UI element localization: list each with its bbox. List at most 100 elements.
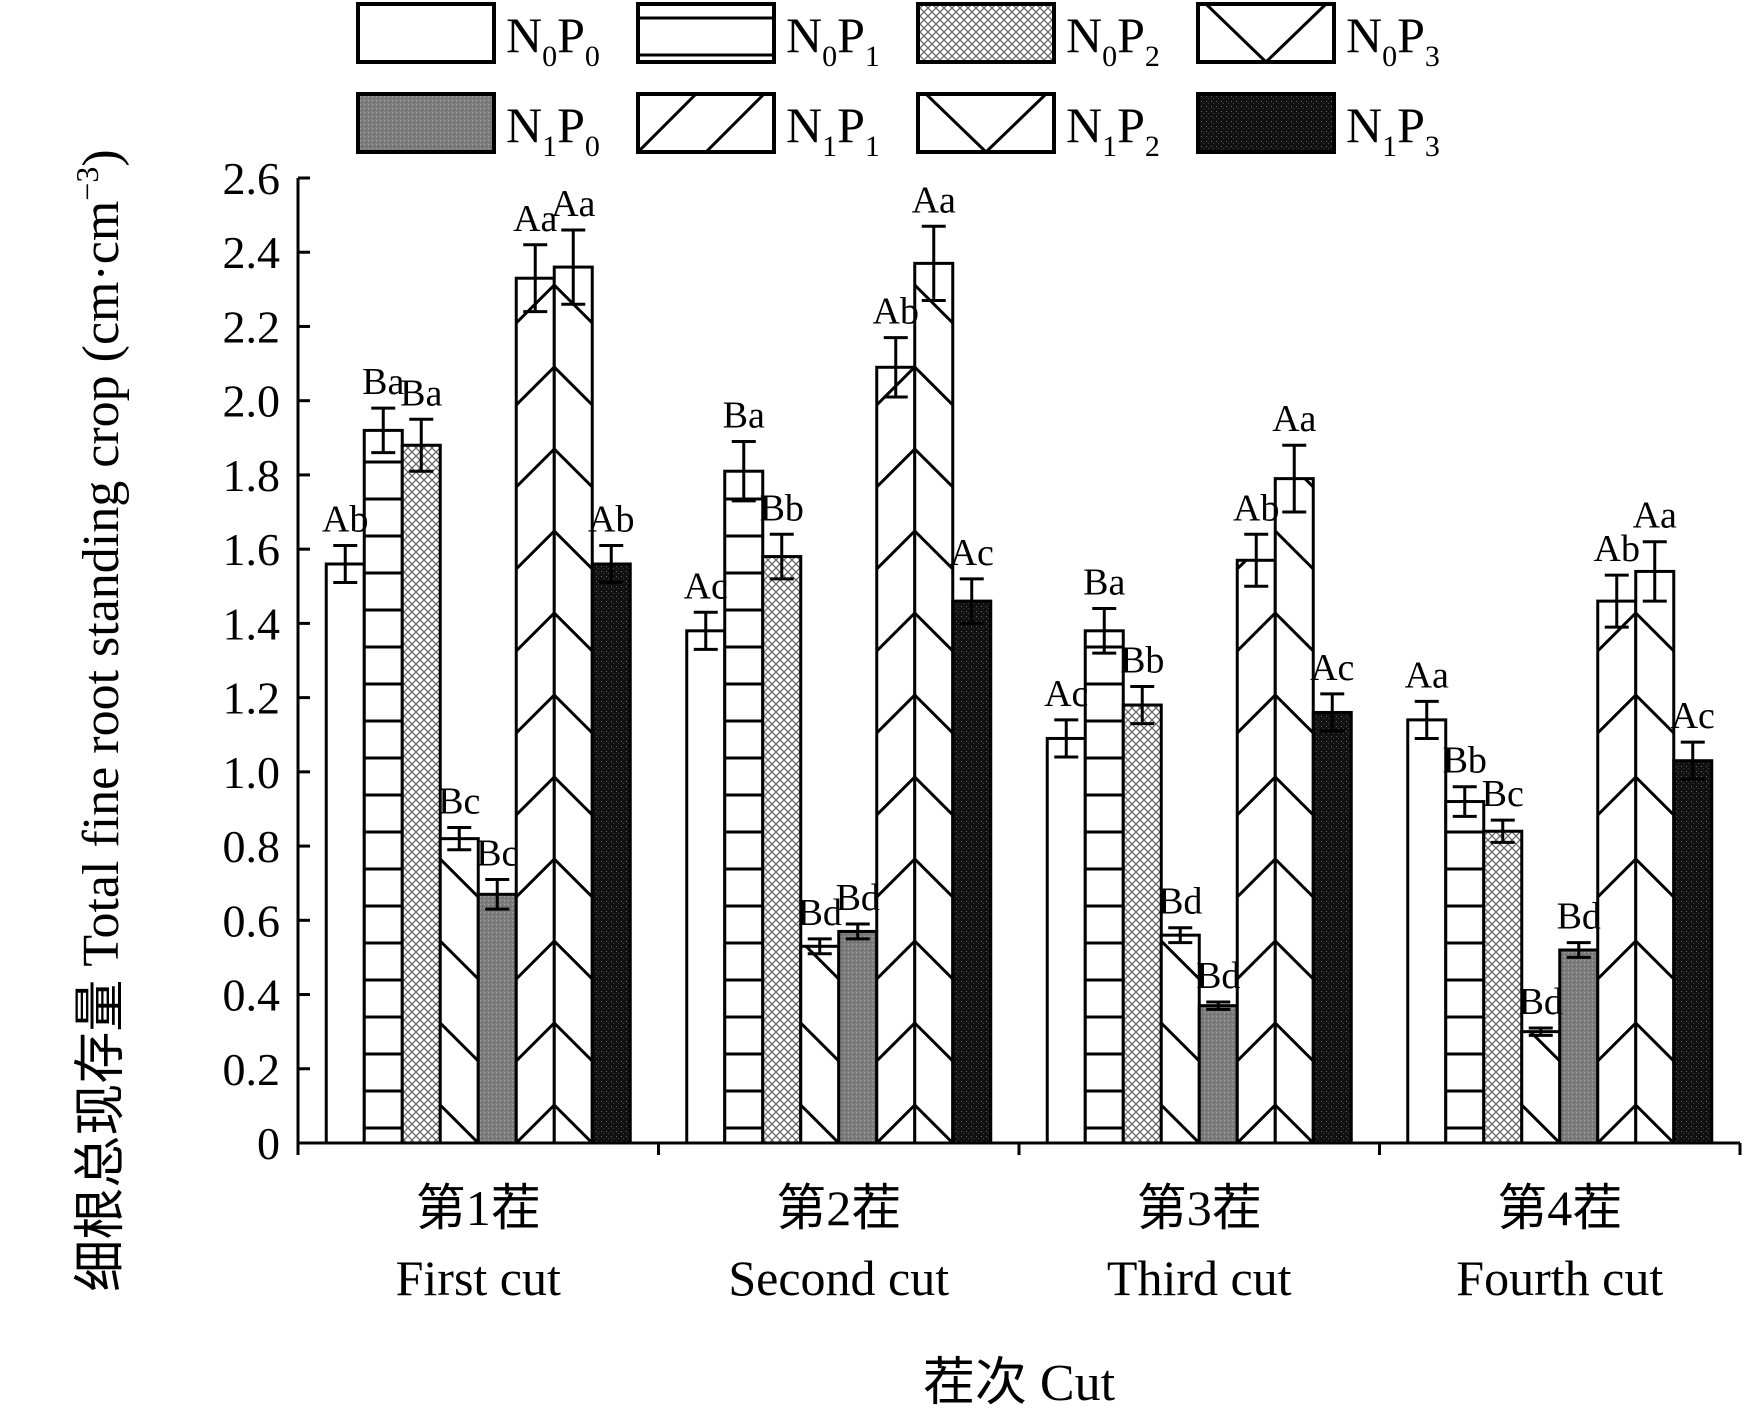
axes: 0 0.2 0.4 0.6 0.8 1.0 1.2 1.4 1.6 1.8 2.0 2.2 2.4 2.6… xyxy=(69,149,1742,1412)
x-category-label-zh: 第1茬 xyxy=(416,1180,541,1236)
error-bar xyxy=(371,406,396,455)
bar-fill xyxy=(326,564,365,1143)
error-bar xyxy=(731,440,756,503)
bar-N0P1-3 xyxy=(1083,607,1125,1145)
bar-fill xyxy=(364,430,403,1143)
significance-label: Bc xyxy=(438,781,480,823)
error-bar xyxy=(1244,532,1269,588)
legend-label: N1P3 xyxy=(1346,97,1440,163)
bar-N0P1-1 xyxy=(362,406,404,1145)
significance-label: Ac xyxy=(1310,647,1354,689)
bar-fill xyxy=(1123,705,1162,1143)
significance-label: Aa xyxy=(551,183,595,225)
error-bar xyxy=(1452,785,1477,818)
y-tick-label: 1.4 xyxy=(223,598,281,649)
bar-N0P3-1 xyxy=(438,826,480,1145)
significance-label: Ac xyxy=(950,532,994,574)
significance-label: Bd xyxy=(1557,896,1601,938)
legend-item-N0P3: N0P3 xyxy=(1196,2,1440,73)
bar-N1P1-3 xyxy=(1235,532,1277,1145)
y-tick-label: 2.0 xyxy=(223,376,281,427)
error-bar xyxy=(333,543,358,585)
legend-item-N1P3: N1P3 xyxy=(1196,92,1440,163)
bar-fill xyxy=(1275,478,1314,1143)
significance-label: Ac xyxy=(684,565,728,607)
bar-N1P0-3 xyxy=(1197,1000,1239,1145)
bar-fill xyxy=(1085,630,1124,1143)
bar-fill xyxy=(1199,1005,1238,1143)
legend-item-N0P1: N0P1 xyxy=(636,2,880,73)
bar-N0P3-3 xyxy=(1159,926,1201,1145)
legend-item-N1P2: N1P2 xyxy=(916,92,1160,163)
bar-fill xyxy=(1445,801,1484,1143)
legend-swatch-fill xyxy=(358,4,494,62)
legend-swatch-fill xyxy=(1198,4,1334,62)
legend-swatch-outline xyxy=(1196,92,1336,154)
legend-item-N1P1: N1P1 xyxy=(636,92,880,163)
legend-label: N1P0 xyxy=(506,97,600,163)
legend-label: N1P1 xyxy=(786,97,880,163)
error-bar xyxy=(769,532,794,581)
error-bar xyxy=(1130,684,1155,726)
error-bar xyxy=(561,228,586,306)
bar-N1P2-4 xyxy=(1634,540,1676,1145)
bar-N0P2-4 xyxy=(1482,818,1524,1145)
bar-fill xyxy=(914,263,953,1144)
significance-label: Aa xyxy=(1633,495,1677,537)
significance-label: Bd xyxy=(1196,955,1240,997)
error-bar xyxy=(1642,540,1667,603)
significance-label: Ac xyxy=(1671,695,1715,737)
y-axis-title: 细根总现存量 Total fine root standing crop (cm… xyxy=(69,149,130,1291)
significance-label: Bb xyxy=(760,487,804,529)
x-category-label-zh: 第4茬 xyxy=(1497,1180,1622,1236)
bar-N0P3-4 xyxy=(1520,1026,1562,1145)
legend-label: N1P2 xyxy=(1066,97,1160,163)
significance-label: Aa xyxy=(1272,398,1316,440)
legend-swatch-fill xyxy=(638,94,774,152)
y-tick-label: 1.0 xyxy=(223,747,281,798)
legend-label: N0P2 xyxy=(1066,7,1160,73)
bar-N1P3-1 xyxy=(590,543,632,1145)
legend-swatch-fill xyxy=(918,94,1054,152)
legend-item-N0P2: N0P2 xyxy=(916,2,1160,73)
legend: N0P0 N0P1 N0P2 N0P3 N1P0 N1P1 N1P2 N1P3 xyxy=(356,2,1440,163)
y-tick-label: 0.8 xyxy=(223,821,281,872)
error-bar xyxy=(1168,926,1193,945)
legend-swatch-outline xyxy=(916,92,1056,154)
significance-label: Ab xyxy=(588,498,634,540)
error-bar xyxy=(921,224,946,302)
error-bar xyxy=(1320,692,1345,733)
bar-N1P3-3 xyxy=(1311,692,1353,1145)
error-bar xyxy=(1490,818,1515,844)
significance-label: Ab xyxy=(1594,528,1640,570)
bar-fill xyxy=(876,367,915,1143)
error-bar xyxy=(807,937,832,956)
bar-fill xyxy=(478,894,517,1143)
y-tick-label: 1.8 xyxy=(223,450,281,501)
bar-fill xyxy=(1483,831,1522,1143)
bar-fill xyxy=(592,564,631,1143)
data-labels: AbBaBaBcBcAaAaAbAcBaBbBdBdAbAaAcAcBaBbBd… xyxy=(322,179,1715,1023)
bar-N1P3-4 xyxy=(1672,740,1714,1145)
error-bar xyxy=(523,243,548,314)
bar-fill xyxy=(1559,950,1598,1143)
bar-N1P1-2 xyxy=(875,336,917,1145)
significance-label: Bb xyxy=(1443,740,1487,782)
bar-N0P2-2 xyxy=(761,532,803,1145)
y-tick-label: 2.2 xyxy=(223,301,281,352)
bar-fill xyxy=(1313,712,1352,1143)
bar-fill xyxy=(402,445,441,1143)
legend-item-N0P0: N0P0 xyxy=(356,2,600,73)
x-category-label-en: Second cut xyxy=(728,1250,949,1306)
bar-fill xyxy=(762,556,801,1143)
legend-swatch-outline xyxy=(636,92,776,154)
error-bar xyxy=(409,417,434,473)
bar-fill xyxy=(1673,760,1712,1143)
y-tick-label: 2.6 xyxy=(223,153,281,204)
significance-label: Ba xyxy=(1083,562,1125,604)
significance-label: Aa xyxy=(912,179,956,221)
significance-label: Ba xyxy=(723,395,765,437)
significance-label: Bd xyxy=(836,877,880,919)
bars xyxy=(324,224,1714,1145)
legend-swatch-outline xyxy=(356,2,496,64)
